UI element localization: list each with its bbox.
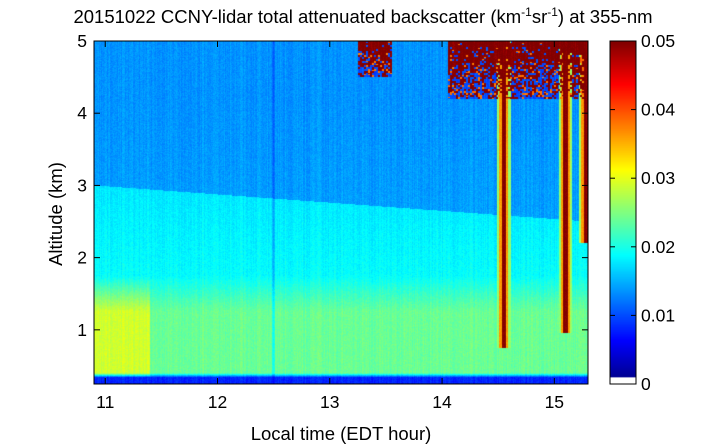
y-tick-label: 1	[77, 320, 87, 340]
y-tick-label: 3	[77, 175, 87, 195]
y-axis-label: Altitude (km)	[45, 162, 66, 266]
x-axis: 11 12 13 14 15	[96, 41, 564, 412]
y-axis: 1 2 3 4 5	[77, 31, 588, 340]
colorbar-tick-label: 0.05	[641, 31, 675, 51]
y-tick-label: 5	[77, 31, 87, 51]
colorbar-tick-label: 0.04	[641, 100, 675, 120]
colorbar-tick-label: 0.03	[641, 168, 675, 188]
x-tick-label: 13	[320, 392, 339, 412]
x-tick-label: 11	[96, 392, 114, 412]
x-tick-label: 14	[432, 392, 452, 412]
y-tick-label: 4	[77, 103, 87, 123]
colorbar-tick-label: 0.01	[641, 305, 675, 325]
y-tick-label: 2	[77, 248, 87, 268]
plot-area	[93, 40, 589, 385]
heatmap-image	[94, 41, 588, 384]
plot-frame	[93, 40, 589, 385]
chart-title: 20151022 CCNY-lidar total attenuated bac…	[73, 5, 652, 27]
x-axis-label: Local time (EDT hour)	[251, 423, 432, 444]
colorbar-frame	[609, 40, 637, 385]
x-tick-label: 15	[545, 392, 564, 412]
colorbar-tick-label: 0	[641, 374, 651, 394]
colorbar: 0 0.01 0.02 0.03 0.04 0.05	[609, 31, 675, 394]
colorbar-gradient	[610, 41, 636, 384]
colorbar-tick-label: 0.02	[641, 237, 675, 257]
colorbar-ticks: 0 0.01 0.02 0.03 0.04 0.05	[610, 31, 675, 394]
x-tick-label: 12	[208, 392, 227, 412]
